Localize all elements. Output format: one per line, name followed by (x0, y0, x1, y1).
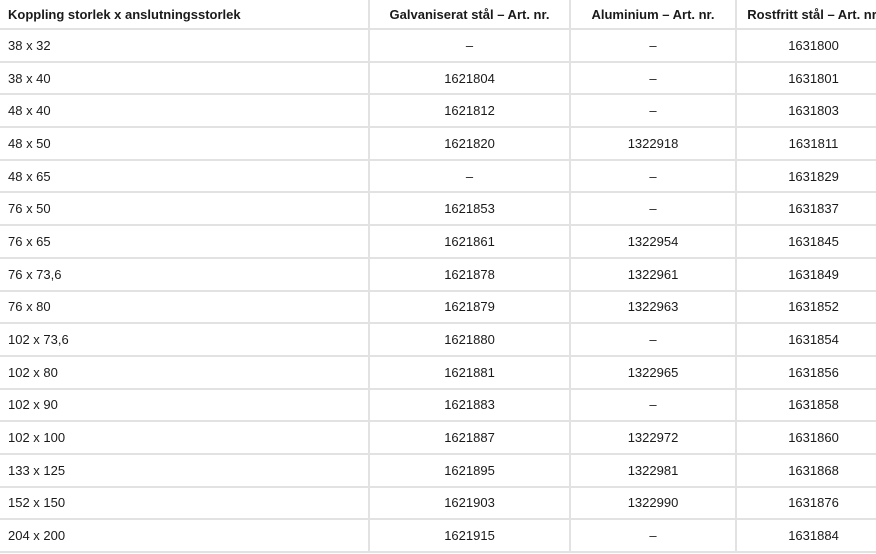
column-header-aluminium: Aluminium – Art. nr. (570, 0, 737, 30)
cell-aluminium: – (570, 388, 737, 423)
cell-size: 76 x 50 (0, 192, 370, 227)
cell-aluminium: 1322954 (570, 225, 737, 259)
cell-stainless: 1631803 (736, 94, 876, 129)
cell-size: 76 x 80 (0, 290, 370, 325)
cell-galvanized: 1621887 (369, 421, 571, 455)
cell-galvanized: – (369, 159, 571, 194)
cell-stainless: 1631884 (736, 519, 876, 553)
cell-size: 48 x 50 (0, 127, 370, 161)
cell-galvanized: 1621878 (369, 257, 571, 292)
table-row: 48 x 50 1621820 1322918 1631811 (0, 127, 876, 161)
cell-stainless: 1631876 (736, 486, 876, 521)
column-header-stainless: Rostfritt stål – Art. nr. (736, 0, 876, 30)
table-row: 38 x 40 1621804–1631801 (0, 61, 876, 96)
header-row: Koppling storlek x anslutningsstorlek Gal… (0, 0, 876, 30)
cell-aluminium: – (570, 159, 737, 194)
table-row: 48 x 40 1621812–1631803 (0, 94, 876, 129)
cell-galvanized: 1621861 (369, 225, 571, 259)
cell-stainless: 1631811 (736, 127, 876, 161)
cell-stainless: 1631837 (736, 192, 876, 227)
cell-aluminium: – (570, 519, 737, 553)
cell-galvanized: 1621853 (369, 192, 571, 227)
cell-size: 38 x 40 (0, 61, 370, 96)
cell-aluminium: – (570, 323, 737, 357)
cell-aluminium: – (570, 94, 737, 129)
cell-aluminium: 1322972 (570, 421, 737, 455)
cell-stainless: 1631856 (736, 355, 876, 390)
cell-size: 152 x 150 (0, 486, 370, 521)
table-row: 76 x 73,6 1621878 1322961 1631849 (0, 257, 876, 292)
cell-aluminium: 1322918 (570, 127, 737, 161)
cell-size: 133 x 125 (0, 453, 370, 488)
cell-galvanized: 1621879 (369, 290, 571, 325)
cell-stainless: 1631849 (736, 257, 876, 292)
table-row: 102 x 90 1621883–1631858 (0, 388, 876, 423)
cell-galvanized: 1621903 (369, 486, 571, 521)
cell-stainless: 1631868 (736, 453, 876, 488)
column-header-size: Koppling storlek x anslutningsstorlek (0, 0, 370, 30)
cell-aluminium: – (570, 192, 737, 227)
table-row: 76 x 50 1621853–1631837 (0, 192, 876, 227)
cell-size: 76 x 65 (0, 225, 370, 259)
cell-galvanized: – (369, 29, 571, 63)
column-header-galvanized: Galvaniserat stål – Art. nr. (369, 0, 571, 30)
table-row: 152 x 150 1621903 1322990 1631876 (0, 486, 876, 521)
cell-aluminium: 1322990 (570, 486, 737, 521)
table-row: 48 x 65– –1631829 (0, 159, 876, 194)
cell-galvanized: 1621812 (369, 94, 571, 129)
table-row: 102 x 80 1621881 1322965 1631856 (0, 355, 876, 390)
cell-stainless: 1631854 (736, 323, 876, 357)
cell-stainless: 1631800 (736, 29, 876, 63)
cell-stainless: 1631845 (736, 225, 876, 259)
cell-size: 102 x 90 (0, 388, 370, 423)
cell-aluminium: 1322963 (570, 290, 737, 325)
table-row: 38 x 32– –1631800 (0, 29, 876, 63)
cell-galvanized: 1621895 (369, 453, 571, 488)
cell-aluminium: – (570, 61, 737, 96)
cell-galvanized: 1621880 (369, 323, 571, 357)
cell-stainless: 1631829 (736, 159, 876, 194)
cell-size: 102 x 73,6 (0, 323, 370, 357)
table-row: 76 x 80 1621879 1322963 1631852 (0, 290, 876, 325)
cell-aluminium: 1322961 (570, 257, 737, 292)
cell-size: 48 x 65 (0, 159, 370, 194)
cell-size: 76 x 73,6 (0, 257, 370, 292)
cell-size: 102 x 100 (0, 421, 370, 455)
cell-size: 204 x 200 (0, 519, 370, 553)
cell-aluminium: – (570, 29, 737, 63)
cell-aluminium: 1322965 (570, 355, 737, 390)
cell-stainless: 1631860 (736, 421, 876, 455)
cell-size: 102 x 80 (0, 355, 370, 390)
table-row: 76 x 65 1621861 1322954 1631845 (0, 225, 876, 259)
cell-stainless: 1631858 (736, 388, 876, 423)
cell-galvanized: 1621883 (369, 388, 571, 423)
table-row: 204 x 200 1621915–1631884 (0, 519, 876, 553)
table-row: 102 x 100 1621887 1322972 1631860 (0, 421, 876, 455)
cell-galvanized: 1621915 (369, 519, 571, 553)
cell-galvanized: 1621820 (369, 127, 571, 161)
cell-size: 48 x 40 (0, 94, 370, 129)
cell-galvanized: 1621881 (369, 355, 571, 390)
table-row: 102 x 73,6 1621880–1631854 (0, 323, 876, 357)
cell-galvanized: 1621804 (369, 61, 571, 96)
cell-stainless: 1631852 (736, 290, 876, 325)
cell-stainless: 1631801 (736, 61, 876, 96)
table-row: 133 x 125 1621895 1322981 1631868 (0, 453, 876, 488)
cell-aluminium: 1322981 (570, 453, 737, 488)
cell-size: 38 x 32 (0, 29, 370, 63)
